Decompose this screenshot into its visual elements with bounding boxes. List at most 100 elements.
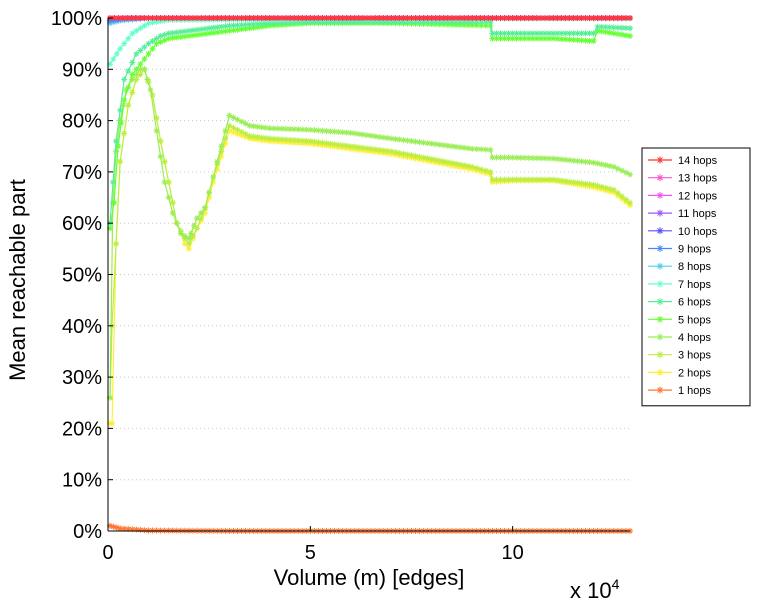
series-marker	[115, 15, 122, 21]
series-marker	[107, 522, 114, 529]
series-marker	[141, 527, 148, 534]
series-marker	[177, 28, 184, 35]
series-marker	[610, 15, 617, 21]
series-marker	[145, 527, 152, 534]
series-marker	[210, 179, 217, 186]
series-marker	[582, 30, 589, 37]
legend-entry: 8 hops	[648, 261, 712, 273]
series-marker	[128, 15, 135, 21]
series-marker	[242, 25, 249, 32]
series-marker	[137, 47, 144, 54]
series-marker	[206, 189, 213, 196]
series-marker	[327, 128, 334, 135]
series-marker	[359, 19, 366, 26]
series-marker	[533, 176, 540, 183]
series-marker	[177, 15, 184, 21]
series-marker	[319, 15, 326, 21]
series-marker	[287, 126, 294, 133]
series-marker	[299, 137, 306, 144]
series-marker	[582, 158, 589, 165]
series-marker	[181, 28, 188, 35]
series-marker	[222, 140, 229, 147]
series-marker	[242, 120, 249, 127]
series-marker	[469, 19, 476, 26]
series-marker	[453, 160, 459, 167]
series-marker	[238, 128, 245, 135]
legend-entry: 5 hops	[648, 314, 712, 326]
series-marker	[283, 19, 290, 26]
series-marker	[590, 38, 597, 45]
series-marker	[157, 32, 164, 39]
series-marker	[121, 525, 128, 532]
series-marker	[331, 141, 338, 148]
series-marker	[424, 140, 431, 147]
series-marker	[489, 154, 496, 161]
series-marker	[501, 30, 508, 37]
series-marker	[262, 124, 269, 131]
series-marker	[214, 15, 221, 21]
series-marker	[295, 137, 302, 144]
series-marker	[533, 15, 540, 21]
series-marker	[473, 146, 480, 153]
series-marker	[242, 21, 249, 28]
series-marker	[501, 15, 508, 21]
series-marker	[392, 149, 399, 156]
series-marker	[529, 155, 536, 162]
series-marker	[376, 146, 383, 153]
series-marker	[493, 30, 500, 37]
series-marker	[444, 142, 451, 149]
series-marker	[610, 30, 617, 37]
series-marker	[109, 420, 116, 427]
series-marker	[440, 15, 447, 21]
series-marker	[440, 142, 447, 149]
series-marker	[590, 15, 597, 21]
series-marker	[323, 140, 330, 147]
series-marker	[594, 182, 601, 189]
y-tick-label: 10%	[62, 470, 102, 492]
series-marker	[400, 15, 407, 21]
series-marker	[453, 143, 459, 150]
series-marker	[149, 45, 156, 52]
series-marker	[222, 127, 229, 134]
series-marker	[614, 15, 621, 21]
series-marker	[190, 222, 197, 229]
series-marker	[355, 144, 362, 151]
series-marker	[432, 156, 439, 163]
legend-label: 5 hops	[678, 314, 712, 326]
series-marker	[222, 28, 229, 35]
series-marker	[291, 19, 298, 26]
series-marker	[117, 45, 124, 52]
series-marker	[380, 147, 387, 154]
series-marker	[121, 130, 128, 137]
series-marker	[618, 24, 625, 31]
series-marker	[149, 15, 156, 21]
series-marker	[165, 179, 172, 186]
y-tick-label: 50%	[62, 265, 102, 287]
series-marker	[347, 15, 354, 21]
series-marker	[198, 26, 205, 33]
series-marker	[287, 15, 294, 21]
series-marker	[279, 15, 285, 21]
series-marker	[238, 118, 245, 125]
series-marker	[291, 137, 298, 144]
series-marker	[627, 199, 633, 206]
series-marker	[110, 56, 117, 63]
series-marker	[113, 240, 120, 247]
series-marker	[129, 76, 136, 83]
series-marker	[234, 130, 241, 137]
series-marker	[482, 146, 489, 153]
series-marker	[420, 139, 427, 146]
series-marker	[436, 15, 443, 21]
series-marker	[482, 167, 489, 174]
series-marker	[478, 19, 485, 26]
series-marker	[258, 20, 265, 27]
legend-marker	[656, 351, 664, 359]
series-6-hops	[107, 19, 633, 227]
series-marker	[529, 176, 536, 183]
series-marker	[582, 180, 589, 187]
legend-marker	[656, 368, 664, 376]
series-marker	[420, 19, 427, 26]
series-marker	[610, 186, 617, 193]
series-marker	[537, 35, 544, 42]
series-marker	[161, 15, 168, 21]
